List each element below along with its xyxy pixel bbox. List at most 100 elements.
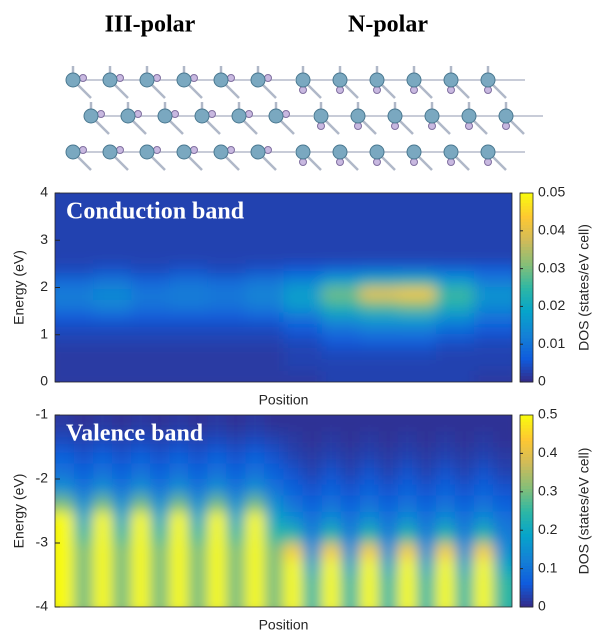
heatmap-cell (226, 415, 246, 432)
heatmap-cell (435, 322, 475, 336)
heatmap-cell (359, 299, 399, 312)
heatmap-cell (188, 415, 208, 432)
colorbar-segment (520, 341, 533, 345)
colorbar-segment (520, 485, 533, 490)
heatmap-cell (131, 559, 151, 576)
atom (480, 72, 496, 88)
heatmap-cell (245, 263, 284, 277)
heatmap-cell (55, 287, 94, 300)
heatmap-cell (245, 495, 265, 512)
heatmap-cell (169, 240, 208, 253)
heatmap-cell (340, 431, 361, 448)
heatmap-cell (492, 591, 512, 607)
plot-frame (54, 414, 513, 608)
colorbar-segment (520, 199, 533, 203)
colorbar-segment (520, 290, 533, 295)
heatmap-cell (93, 346, 132, 359)
heatmap-cell (321, 591, 342, 607)
heatmap-cell (131, 479, 151, 496)
atom (250, 144, 266, 160)
heatmap-cell (473, 252, 512, 265)
colorbar-segment (520, 552, 533, 557)
heatmap-cell (321, 228, 361, 241)
heatmap-cell (112, 479, 132, 496)
heatmap-cell (283, 299, 323, 312)
heatmap-cell (169, 358, 208, 371)
heatmap-cell (207, 334, 246, 348)
colorbar-segment (520, 555, 533, 560)
heatmap-cell (340, 591, 361, 607)
heatmap-cell (93, 479, 113, 496)
heatmap-cell (169, 559, 189, 576)
heatmap-cell (435, 511, 456, 528)
heatmap-cell (416, 431, 437, 448)
heatmap-cell (397, 358, 437, 371)
colorbar-segment (520, 495, 533, 499)
atom (65, 144, 81, 160)
atom (406, 72, 422, 88)
heatmap-cell (207, 511, 227, 528)
y-axis-label: Energy (eV) (11, 474, 27, 549)
colorbar-segment (520, 571, 533, 576)
heatmap-cell (93, 240, 132, 253)
heatmap-cell (55, 511, 75, 528)
heatmap-cell (473, 287, 512, 300)
heatmap-cell (321, 322, 361, 336)
colorbar-segment (520, 562, 533, 566)
heatmap-cell (321, 216, 361, 229)
colorbar-tick-label: 0.1 (538, 559, 558, 575)
heatmap-cell (188, 431, 208, 448)
atom (171, 110, 179, 118)
heatmap-cell (207, 299, 246, 312)
heatmap-cell (207, 252, 246, 265)
heatmap-cell (283, 334, 323, 348)
colorbar-segment (520, 284, 533, 288)
heatmap-cell (264, 511, 284, 528)
heatmap-cell (55, 228, 94, 241)
heatmap-cell (454, 463, 475, 480)
heatmap-cell (435, 479, 456, 496)
heatmap-cell (207, 463, 227, 480)
colorbar-segment (520, 533, 533, 538)
colorbar-segment (520, 353, 533, 358)
heatmap-cell (397, 216, 437, 229)
atom (373, 86, 381, 94)
heatmap-cell (93, 299, 132, 312)
heatmap-cell (264, 447, 284, 464)
heatmap-cell (264, 479, 284, 496)
heatmap-cell (283, 252, 323, 265)
heatmap-cell (188, 511, 208, 528)
heatmap-cell (169, 275, 208, 288)
heatmap-cell (93, 591, 113, 607)
heatmap-cell (93, 543, 113, 560)
atom (447, 158, 455, 166)
heatmap-cell (435, 287, 475, 300)
heatmap-cell (131, 527, 151, 544)
heatmap-cell (226, 559, 246, 576)
heatmap-cell (321, 559, 342, 576)
colorbar-segment (520, 415, 533, 419)
heatmap-cell (283, 495, 304, 512)
heatmap-cell (169, 252, 208, 265)
colorbar-segment (520, 378, 533, 383)
heatmap-cell (207, 311, 246, 324)
heatmap-cell (340, 527, 361, 544)
colorbar-tick-label: 0.4 (538, 444, 558, 460)
atom (447, 86, 455, 94)
heatmap-cell (283, 431, 304, 448)
colorbar-tick-label: 0.02 (538, 297, 565, 313)
heatmap-cell (207, 495, 227, 512)
atom (227, 146, 235, 154)
heatmap-cell (492, 415, 512, 432)
heatmap-cell (169, 216, 208, 229)
heatmap-cell (283, 287, 323, 300)
heatmap-cell (397, 287, 437, 300)
colorbar-segment (520, 491, 533, 496)
heatmap-cell (359, 543, 380, 560)
heatmap-cell (245, 322, 284, 336)
heatmap-cell (93, 193, 132, 206)
heatmap-cell (435, 575, 456, 592)
heatmap-cell (55, 495, 75, 512)
heatmap-cell (93, 334, 132, 348)
